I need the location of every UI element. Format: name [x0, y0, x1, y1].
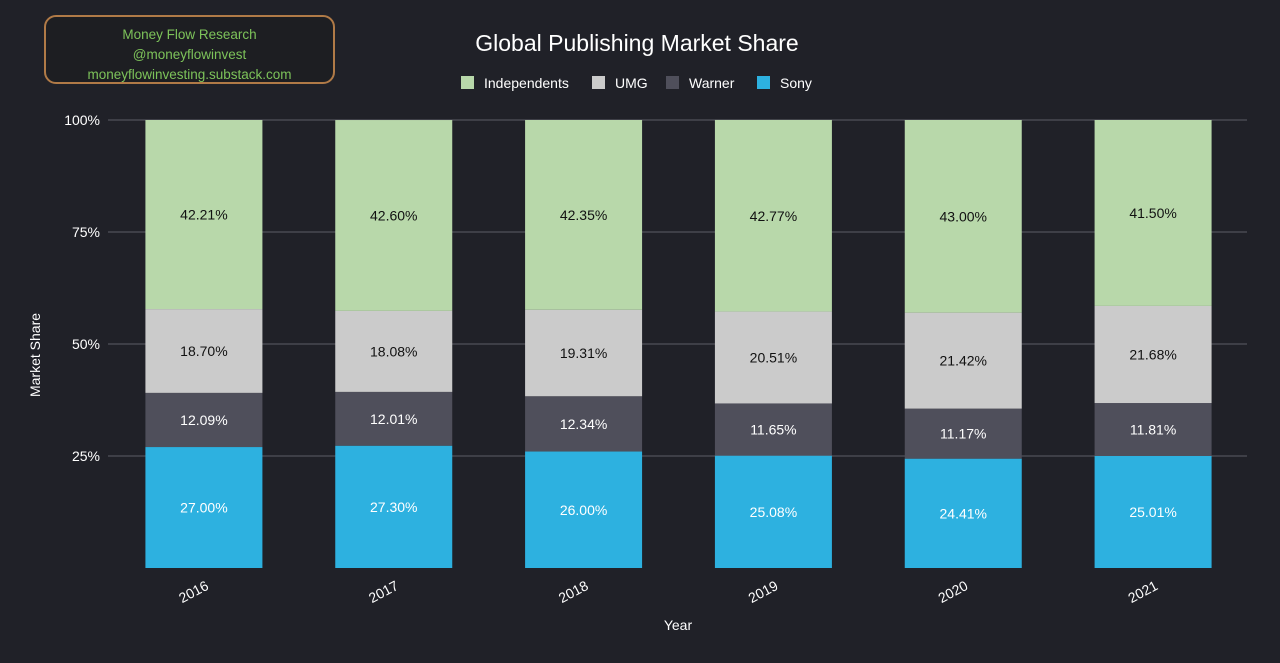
- y-tick-label: 25%: [72, 448, 100, 464]
- data-label: 42.21%: [180, 207, 227, 223]
- bar-segment-warner-2018: [525, 396, 643, 452]
- data-label: 12.01%: [370, 411, 417, 427]
- x-tick-label: 2018: [556, 577, 591, 606]
- badge-line-url: moneyflowinvesting.substack.com: [87, 67, 292, 82]
- legend-label-umg: UMG: [615, 75, 648, 91]
- y-axis-label: Market Share: [27, 313, 43, 397]
- bar-segment-umg-2018: [525, 309, 643, 397]
- data-label: 20.51%: [750, 350, 797, 366]
- bar-segment-sony-2016: [145, 447, 263, 568]
- x-tick-label: 2017: [366, 577, 401, 606]
- data-label: 24.41%: [940, 505, 987, 521]
- data-label: 42.60%: [370, 207, 417, 223]
- bars: 27.00% 12.09% 18.70% 42.21% 27.30% 12.01% 18.0…: [145, 119, 1212, 568]
- data-label: 42.35%: [560, 207, 607, 223]
- legend: Independents UMG Warner Sony: [461, 75, 812, 91]
- legend-swatch-umg: [592, 76, 605, 89]
- bar-segment-independents-2016: [145, 120, 263, 310]
- y-tick-label: 75%: [72, 224, 100, 240]
- data-label: 26.00%: [560, 502, 607, 518]
- legend-swatch-sony: [757, 76, 770, 89]
- bar-segment-independents-2017: [335, 120, 453, 311]
- bar-segment-umg-2016: [145, 309, 263, 393]
- data-label: 42.77%: [750, 208, 797, 224]
- bar-segment-warner-2021: [1094, 403, 1212, 456]
- legend-swatch-independents: [461, 76, 474, 89]
- bar-segment-sony-2021: [1094, 455, 1212, 568]
- data-label: 11.81%: [1130, 422, 1176, 438]
- bar-segment-independents-2019: [714, 119, 832, 312]
- bar-segment-warner-2019: [714, 403, 832, 456]
- data-label: 19.31%: [560, 345, 607, 361]
- bar-segment-independents-2020: [904, 120, 1022, 313]
- data-label: 18.08%: [370, 343, 417, 359]
- data-label: 25.08%: [750, 504, 797, 520]
- y-tick-label: 50%: [72, 336, 100, 352]
- data-label: 43.00%: [940, 208, 987, 224]
- attribution-badge: Money Flow Research @moneyflowinvest mon…: [44, 15, 335, 84]
- bar-segment-warner-2017: [335, 391, 453, 446]
- bar-segment-umg-2019: [714, 311, 832, 404]
- x-tick-label: 2016: [176, 577, 211, 606]
- data-label: 11.65%: [750, 422, 796, 438]
- bar-segment-sony-2018: [525, 451, 643, 568]
- data-label: 21.68%: [1129, 346, 1176, 362]
- bar-segment-independents-2021: [1094, 120, 1212, 306]
- data-label: 18.70%: [180, 343, 227, 359]
- data-label: 27.30%: [370, 499, 417, 515]
- x-axis-ticks: 2016 2017 2018 2019 2020 2021: [176, 577, 1160, 606]
- bar-segment-umg-2017: [335, 310, 453, 392]
- data-label: 27.00%: [180, 500, 227, 516]
- legend-label-sony: Sony: [780, 75, 812, 91]
- data-label: 25.01%: [1129, 504, 1176, 520]
- bar-segment-umg-2021: [1094, 305, 1212, 404]
- y-tick-label: 100%: [64, 112, 100, 128]
- x-axis-label: Year: [664, 617, 693, 633]
- data-label: 12.34%: [560, 416, 607, 432]
- bar-segment-warner-2016: [145, 392, 263, 448]
- badge-line-name: Money Flow Research: [122, 27, 257, 42]
- data-label: 11.17%: [940, 426, 986, 442]
- grid: [108, 119, 1247, 457]
- bar-segment-independents-2018: [525, 120, 643, 310]
- bar-segment-sony-2019: [714, 455, 832, 568]
- badge-line-handle: @moneyflowinvest: [132, 47, 247, 62]
- x-tick-label: 2020: [935, 577, 970, 606]
- chart-title: Global Publishing Market Share: [475, 30, 798, 56]
- bar-segment-sony-2020: [904, 458, 1022, 568]
- data-label: 41.50%: [1129, 205, 1176, 221]
- bar-segment-warner-2020: [904, 408, 1022, 459]
- x-tick-label: 2021: [1125, 577, 1160, 606]
- legend-label-warner: Warner: [689, 75, 735, 91]
- y-axis-ticks: 25% 50% 75% 100%: [64, 112, 100, 464]
- data-label: 21.42%: [940, 353, 987, 369]
- legend-label-independents: Independents: [484, 75, 569, 91]
- x-tick-label: 2019: [746, 577, 781, 606]
- bar-segment-sony-2017: [335, 445, 453, 568]
- data-label: 12.09%: [180, 412, 227, 428]
- legend-swatch-warner: [666, 76, 679, 89]
- bar-segment-umg-2020: [904, 312, 1022, 409]
